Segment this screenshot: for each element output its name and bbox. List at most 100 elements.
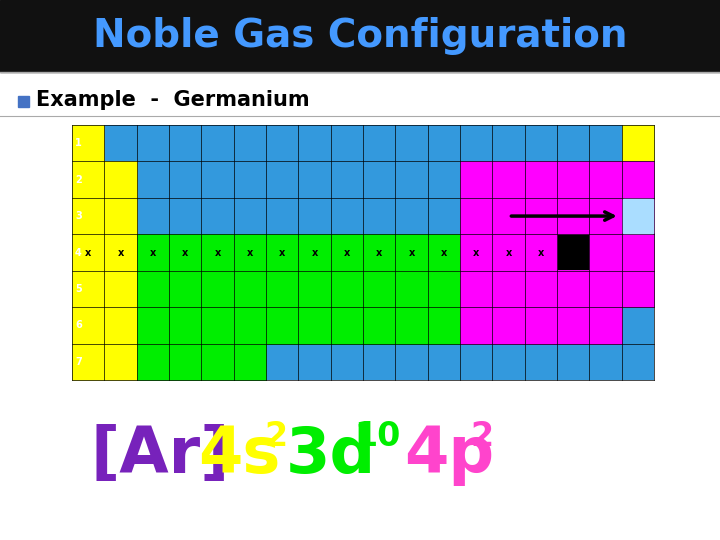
Bar bbox=[621, 234, 654, 271]
Text: 5: 5 bbox=[75, 284, 82, 294]
Text: x: x bbox=[150, 247, 156, 258]
Bar bbox=[460, 161, 492, 198]
Bar bbox=[202, 271, 234, 307]
Bar bbox=[72, 125, 104, 161]
Bar bbox=[298, 307, 330, 343]
Bar bbox=[395, 307, 428, 343]
Bar bbox=[104, 307, 137, 343]
Text: x: x bbox=[85, 247, 91, 258]
Text: x: x bbox=[117, 247, 124, 258]
Bar bbox=[72, 234, 104, 271]
Text: 10: 10 bbox=[354, 421, 400, 454]
Bar bbox=[330, 271, 363, 307]
Bar bbox=[72, 307, 104, 343]
Bar bbox=[234, 343, 266, 380]
Bar bbox=[266, 307, 298, 343]
Bar bbox=[72, 161, 104, 198]
Bar bbox=[492, 307, 525, 343]
Bar bbox=[557, 271, 590, 307]
Bar bbox=[621, 271, 654, 307]
Bar bbox=[104, 343, 137, 380]
Bar bbox=[18, 96, 29, 107]
Bar bbox=[137, 307, 169, 343]
Bar bbox=[363, 271, 395, 307]
Text: x: x bbox=[343, 247, 350, 258]
Bar bbox=[492, 271, 525, 307]
Bar bbox=[492, 198, 525, 234]
Text: 3: 3 bbox=[75, 211, 82, 221]
Bar bbox=[169, 271, 202, 307]
Bar bbox=[621, 125, 654, 161]
Bar bbox=[590, 234, 621, 271]
Bar bbox=[621, 198, 654, 234]
Bar bbox=[234, 234, 266, 271]
Bar bbox=[72, 271, 104, 307]
Bar bbox=[525, 161, 557, 198]
Text: x: x bbox=[311, 247, 318, 258]
Bar bbox=[363, 307, 395, 343]
Bar bbox=[623, 199, 653, 233]
Bar bbox=[557, 161, 590, 198]
Bar bbox=[202, 343, 234, 380]
Text: 7: 7 bbox=[75, 357, 82, 367]
Text: 4s: 4s bbox=[198, 424, 280, 486]
Text: Noble Gas Configuration: Noble Gas Configuration bbox=[93, 17, 627, 55]
Bar bbox=[557, 234, 590, 271]
Bar bbox=[104, 161, 137, 198]
Bar bbox=[428, 234, 460, 271]
Bar bbox=[525, 271, 557, 307]
Text: x: x bbox=[247, 247, 253, 258]
Bar bbox=[137, 234, 169, 271]
Text: 1: 1 bbox=[75, 138, 82, 148]
Bar bbox=[169, 307, 202, 343]
Bar bbox=[428, 271, 460, 307]
Text: Example  -  Germanium: Example - Germanium bbox=[36, 90, 310, 110]
Bar bbox=[330, 234, 363, 271]
Text: 2: 2 bbox=[264, 421, 287, 454]
Bar bbox=[202, 307, 234, 343]
Text: x: x bbox=[182, 247, 189, 258]
Text: 3d: 3d bbox=[286, 424, 377, 486]
Bar bbox=[590, 161, 621, 198]
Bar bbox=[559, 236, 588, 269]
Bar bbox=[0, 0, 720, 72]
Bar bbox=[266, 271, 298, 307]
Bar bbox=[460, 234, 492, 271]
Text: x: x bbox=[408, 247, 415, 258]
Bar bbox=[298, 271, 330, 307]
Bar bbox=[492, 234, 525, 271]
Bar bbox=[234, 307, 266, 343]
Bar bbox=[104, 271, 137, 307]
Text: 2: 2 bbox=[75, 174, 82, 185]
Bar bbox=[363, 234, 395, 271]
Text: [Ar]: [Ar] bbox=[90, 424, 230, 486]
Text: x: x bbox=[538, 247, 544, 258]
Bar bbox=[202, 234, 234, 271]
Bar bbox=[525, 234, 557, 271]
Bar bbox=[525, 307, 557, 343]
Text: x: x bbox=[441, 247, 447, 258]
Bar bbox=[395, 271, 428, 307]
Text: x: x bbox=[505, 247, 512, 258]
Bar bbox=[137, 271, 169, 307]
Text: x: x bbox=[215, 247, 220, 258]
Bar bbox=[557, 198, 590, 234]
Bar bbox=[590, 307, 621, 343]
Text: x: x bbox=[473, 247, 480, 258]
Bar bbox=[169, 234, 202, 271]
Text: 6: 6 bbox=[75, 320, 82, 330]
Bar bbox=[137, 343, 169, 380]
Text: 2: 2 bbox=[470, 421, 493, 454]
Bar bbox=[590, 198, 621, 234]
Bar bbox=[104, 234, 137, 271]
Bar bbox=[557, 307, 590, 343]
Bar bbox=[460, 307, 492, 343]
Text: 4p: 4p bbox=[404, 424, 494, 486]
Bar bbox=[460, 271, 492, 307]
Bar bbox=[395, 234, 428, 271]
Bar bbox=[72, 343, 104, 380]
Bar bbox=[298, 234, 330, 271]
Bar bbox=[72, 198, 104, 234]
Bar bbox=[590, 271, 621, 307]
Bar bbox=[234, 271, 266, 307]
